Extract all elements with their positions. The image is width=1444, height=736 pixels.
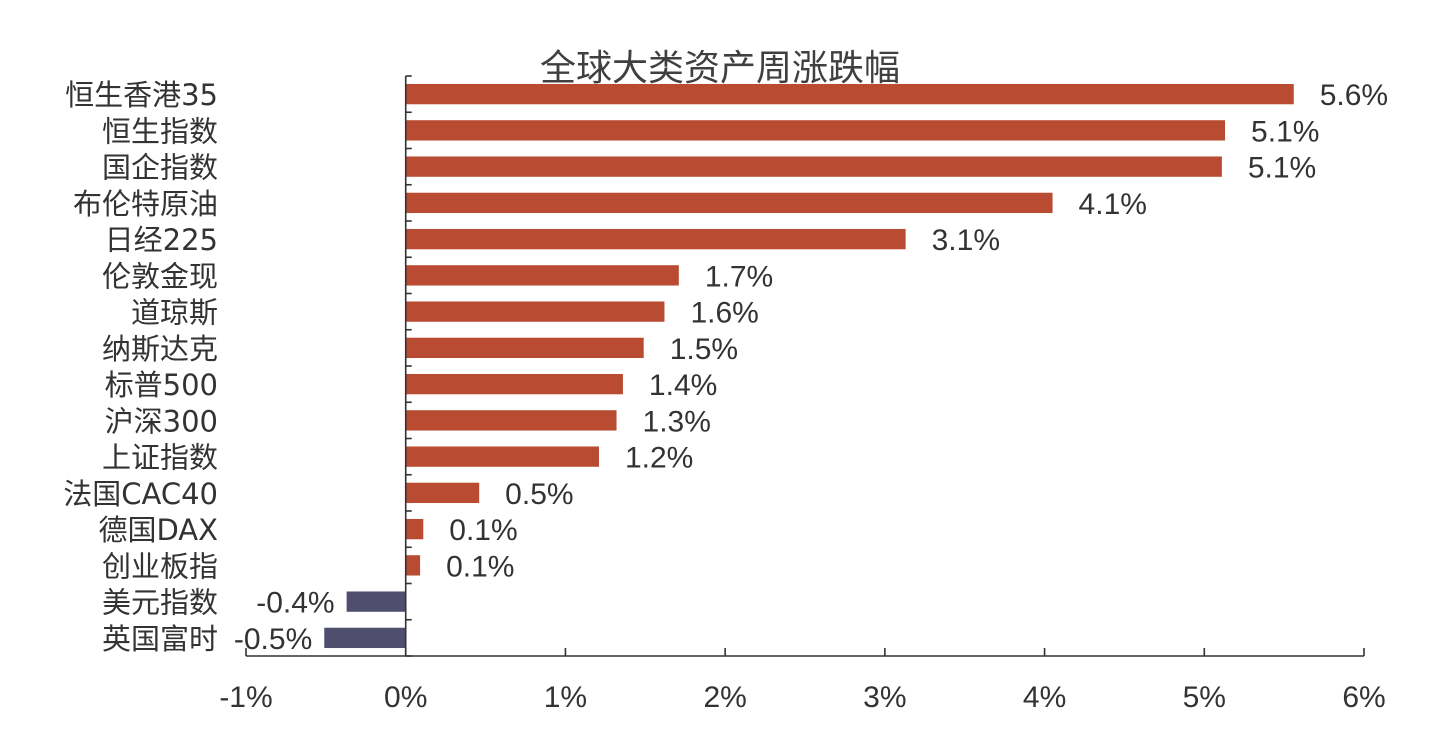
- bar: [405, 301, 665, 322]
- category-label: 标普500: [105, 368, 218, 402]
- bar: [405, 120, 1226, 141]
- bar: [405, 410, 617, 431]
- category-label: 日经225: [105, 223, 218, 257]
- category-label: 沪深300: [105, 404, 218, 438]
- value-label: -0.4%: [256, 587, 334, 620]
- value-label: 3.1%: [932, 224, 1000, 257]
- category-label: 布伦特原油: [73, 187, 218, 221]
- bar: [405, 446, 599, 467]
- x-tick-label: 6%: [1342, 681, 1385, 714]
- value-label: 1.2%: [625, 442, 693, 475]
- value-label: 0.1%: [446, 550, 514, 583]
- category-label: 伦敦金现: [102, 259, 218, 293]
- value-label: 1.4%: [649, 369, 717, 402]
- labels-layer: 恒生香港35 5.6% 恒生指数 5.1% 国企指数 5.1% 布伦特原油 4.1% 日经225…: [63, 78, 1388, 714]
- x-tick-label: 1%: [544, 681, 587, 714]
- category-label: 上证指数: [102, 441, 218, 475]
- category-label: 法国CAC40: [63, 477, 218, 511]
- category-label: 恒生香港35: [65, 78, 218, 112]
- x-tick-label: 3%: [863, 681, 906, 714]
- category-label: 纳斯达克: [102, 332, 218, 366]
- value-label: 1.6%: [690, 297, 758, 330]
- axes-layer: [245, 75, 1365, 657]
- bar: [405, 337, 644, 359]
- value-label: 1.3%: [643, 405, 711, 438]
- value-label: -0.5%: [234, 623, 312, 656]
- x-tick-label: 4%: [1023, 681, 1066, 714]
- category-label: 国企指数: [102, 151, 218, 185]
- x-tick-label: 2%: [703, 681, 746, 714]
- bar: [405, 482, 480, 504]
- x-tick-label: -1%: [219, 681, 272, 714]
- value-label: 5.1%: [1251, 115, 1319, 148]
- bar: [405, 192, 1053, 214]
- bar: [405, 228, 906, 250]
- value-label: 1.5%: [670, 333, 738, 366]
- bar: [346, 591, 406, 612]
- chart-title: 全球大类资产周涨跌幅: [540, 48, 900, 89]
- bar: [405, 373, 623, 395]
- bar: [405, 156, 1222, 177]
- bar: [405, 518, 424, 540]
- category-label: 创业板指: [102, 549, 218, 583]
- value-label: 1.7%: [705, 260, 773, 293]
- value-label: 5.1%: [1248, 152, 1316, 185]
- bars-layer: [324, 83, 1294, 649]
- category-label: 道琼斯: [131, 296, 218, 330]
- category-label: 恒生指数: [102, 114, 218, 148]
- bar: [324, 627, 406, 649]
- category-label: 英国富时: [102, 622, 218, 656]
- value-label: 4.1%: [1079, 188, 1147, 221]
- x-tick-label: 0%: [384, 681, 427, 714]
- category-label: 德国DAX: [98, 513, 218, 547]
- value-label: 5.6%: [1320, 79, 1388, 112]
- bar: [405, 555, 421, 576]
- x-tick-label: 5%: [1183, 681, 1226, 714]
- value-label: 0.5%: [505, 478, 573, 511]
- category-label: 美元指数: [102, 586, 218, 620]
- bar: [405, 83, 1294, 105]
- bar: [405, 265, 679, 286]
- value-label: 0.1%: [449, 514, 517, 547]
